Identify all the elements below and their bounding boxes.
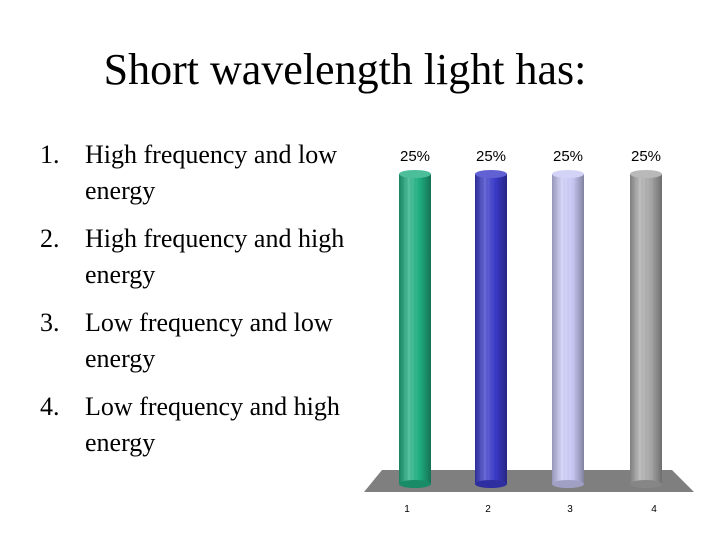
bar-body [475,174,507,484]
category-tick-label: 1 [404,504,410,515]
bar-body [399,174,431,484]
category-tick-label: 2 [485,504,491,515]
answer-number: 4. [40,392,60,421]
answer-list: 1. High frequency and low energy 2. High… [40,137,360,473]
bar-top-cap [552,170,584,178]
bar-value-label: 25% [631,148,661,165]
answer-number: 3. [40,308,60,337]
bar-top-cap [475,170,507,178]
bar-1 [399,170,431,488]
bar-value-label: 25% [400,148,430,165]
answer-number: 1. [40,140,60,169]
answer-text: Low frequency and high energy [85,392,340,457]
bar-top-cap [399,170,431,178]
answer-text: Low frequency and low energy [85,308,333,373]
slide-title: Short wavelength light has: [103,45,587,94]
answer-number: 2. [40,224,60,253]
bar-top-cap [630,170,662,178]
answer-option-4: 4. Low frequency and high energy [40,389,360,461]
bar-4 [630,170,662,488]
bar-value-label: 25% [476,148,506,165]
bar-base-cap [475,480,507,488]
bar-body [552,174,584,484]
answer-text: High frequency and low energy [85,140,337,205]
answer-option-2: 2. High frequency and high energy [40,221,360,293]
category-tick-label: 4 [651,504,657,515]
labels-layer: 25% 1 25% 2 25% 3 25% 4 [400,148,661,515]
bar-base-cap [552,480,584,488]
bar-base-cap [630,480,662,488]
chart-floor [364,470,694,492]
bar-value-label: 25% [553,148,583,165]
bar-body [630,174,662,484]
bar-base-cap [399,480,431,488]
answer-option-1: 1. High frequency and low energy [40,137,360,209]
category-tick-label: 3 [567,504,573,515]
bar-3 [552,170,584,488]
answer-option-3: 3. Low frequency and low energy [40,305,360,377]
bars-layer [399,170,662,488]
bar-2 [475,170,507,488]
answer-text: High frequency and high energy [85,224,345,289]
